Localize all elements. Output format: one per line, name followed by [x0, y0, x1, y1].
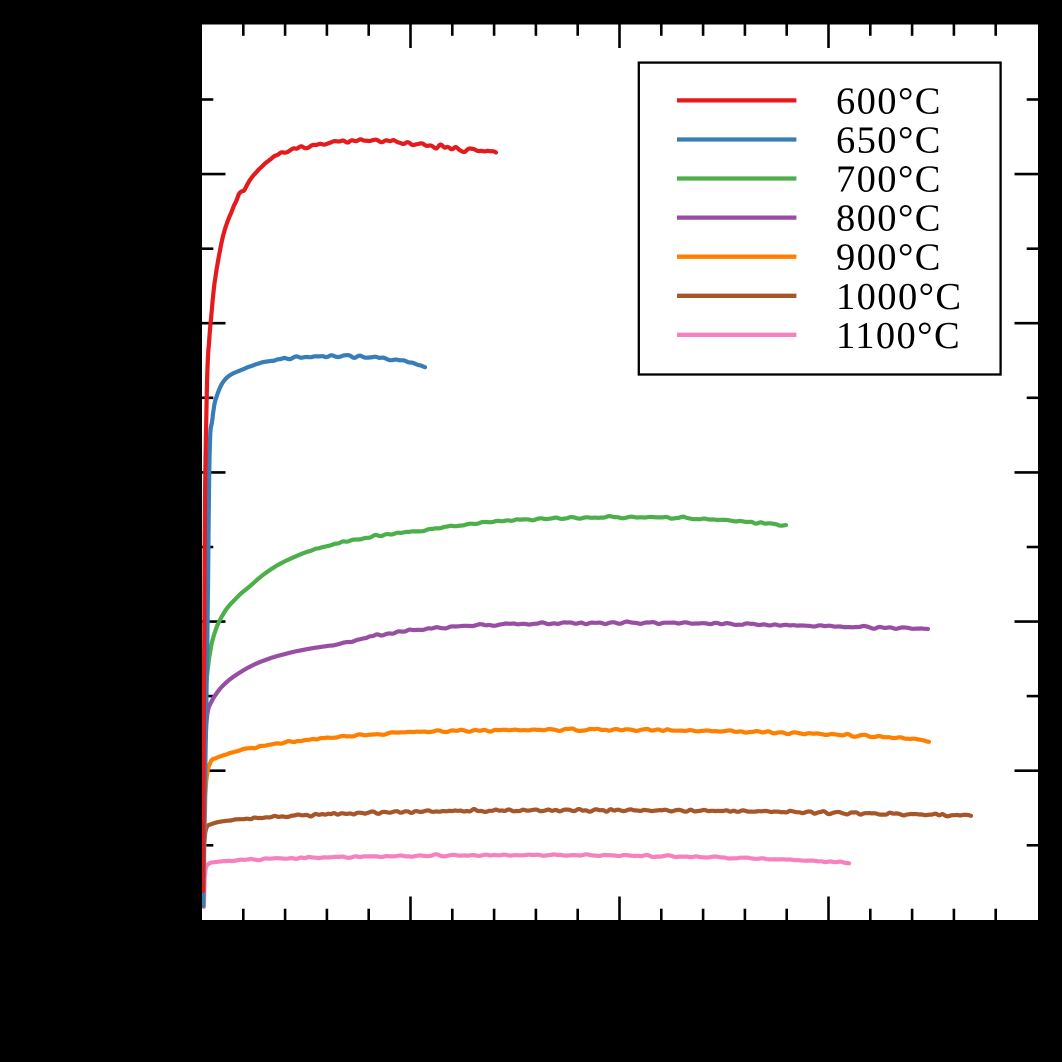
svg-text:650°C: 650°C — [836, 120, 942, 162]
svg-text:900°C: 900°C — [836, 237, 942, 279]
svg-text:1000°C: 1000°C — [836, 276, 962, 318]
svg-text:700°C: 700°C — [836, 159, 942, 201]
svg-text:600°C: 600°C — [836, 80, 942, 122]
svg-text:800°C: 800°C — [836, 198, 942, 240]
svg-text:1100°C: 1100°C — [836, 315, 961, 357]
